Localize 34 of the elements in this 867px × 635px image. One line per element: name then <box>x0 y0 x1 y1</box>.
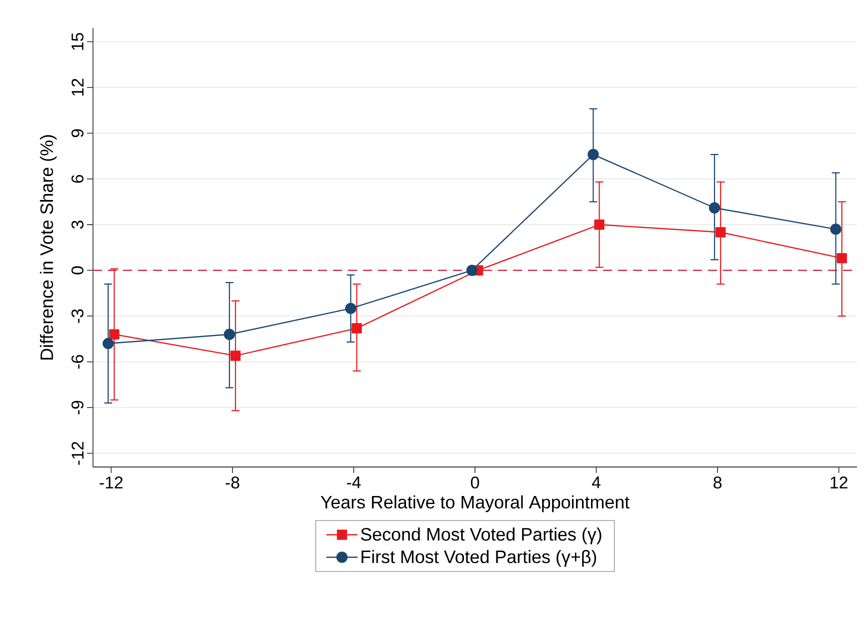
x-tick-label: -4 <box>346 476 361 488</box>
point <box>466 264 478 276</box>
y-tick-label: 15 <box>72 33 84 50</box>
y-tick-label: -6 <box>71 355 84 369</box>
point <box>109 329 120 340</box>
legend-label: Second Most Voted Parties (γ) <box>360 528 602 544</box>
point <box>594 220 604 230</box>
point <box>230 350 241 361</box>
point <box>836 253 847 264</box>
x-tick-label: 0 <box>470 476 480 489</box>
x-tick-label: -8 <box>226 476 240 489</box>
y-axis-title: Difference in Vote Share (%) <box>40 135 57 360</box>
y-tick-label: 3 <box>71 220 84 229</box>
x-tick-label: 12 <box>830 476 848 488</box>
y-tick-label: -9 <box>71 400 84 414</box>
y-tick-label: 0 <box>71 266 84 274</box>
y-tick-label: 9 <box>71 129 84 138</box>
point <box>345 302 356 314</box>
x-tick-label: -12 <box>100 476 123 488</box>
point <box>708 202 720 214</box>
x-axis-title: Years Relative to Mayoral Appointment <box>320 495 630 512</box>
x-tick-label: 8 <box>714 476 722 489</box>
y-tick-label: 6 <box>71 174 84 183</box>
y-tick-label: -12 <box>72 442 84 465</box>
x-tick-label: 4 <box>592 476 600 488</box>
point <box>830 224 842 235</box>
point <box>588 148 599 160</box>
legend-label: First Most Voted Parties (γ+β) <box>362 550 596 567</box>
point <box>715 227 726 238</box>
y-tick-label: -3 <box>71 309 84 323</box>
point <box>224 328 236 340</box>
point <box>102 338 114 350</box>
point <box>352 323 362 334</box>
y-tick-label: 12 <box>72 78 84 96</box>
